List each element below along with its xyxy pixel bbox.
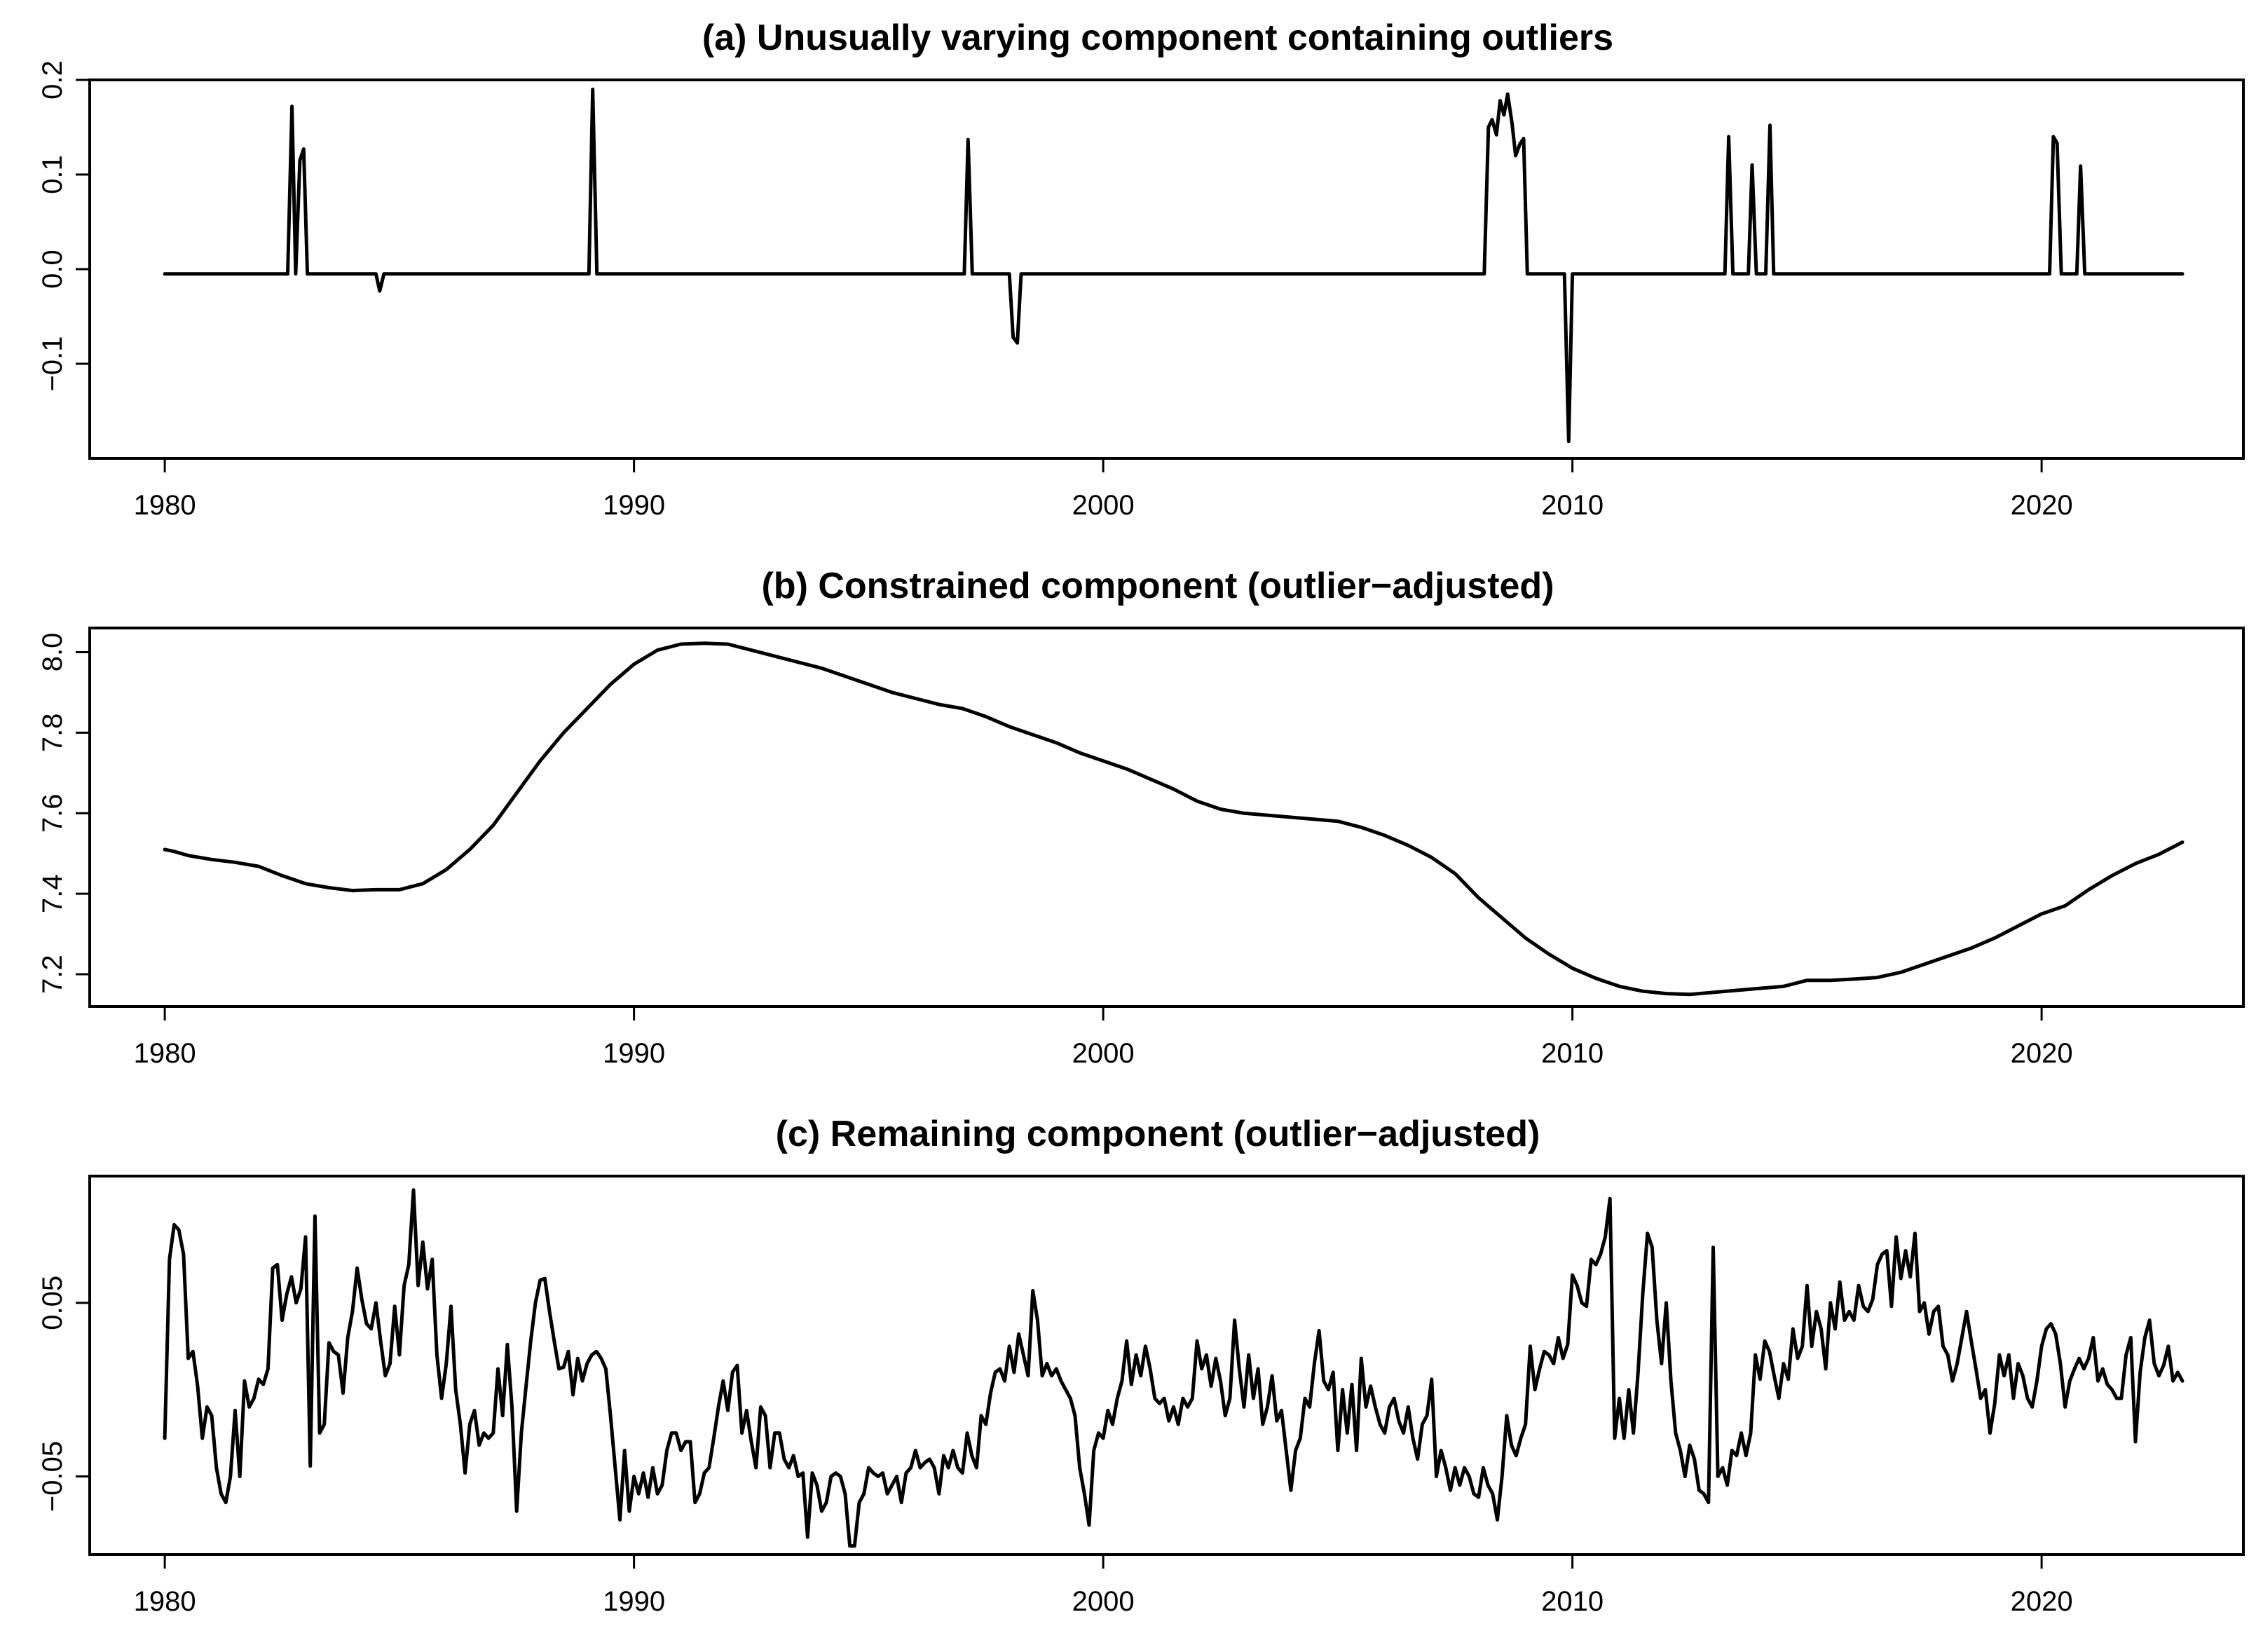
x-tick-label: 2020 xyxy=(2011,1038,2073,1069)
y-tick-label: 0.2 xyxy=(37,60,68,100)
panel-a-title: (a) Unusually varying component containi… xyxy=(702,18,1613,58)
y-tick-label: 7.8 xyxy=(37,714,68,753)
panel-b-title: (b) Constrained component (outlier−adjus… xyxy=(761,566,1554,606)
x-tick-label: 1980 xyxy=(134,1586,196,1617)
y-tick-label: 7.2 xyxy=(37,955,68,994)
panel-c-y-axis: −0.05 0.05 xyxy=(37,1276,91,1512)
panel-a-series-line xyxy=(163,88,2185,444)
x-tick-label: 2020 xyxy=(2011,1586,2073,1617)
panel-b: (b) Constrained component (outlier−adjus… xyxy=(37,566,2245,1069)
panel-b-series-line xyxy=(163,641,2185,997)
y-tick-label: 7.6 xyxy=(37,793,68,833)
y-tick-label: 7.4 xyxy=(37,874,68,913)
x-tick-label: 1990 xyxy=(603,490,665,521)
x-tick-label: 2020 xyxy=(2011,490,2073,521)
y-tick-label: −0.05 xyxy=(37,1441,68,1512)
panel-a-y-axis: −0.1 0.0 0.1 0.2 xyxy=(37,60,91,392)
y-tick-label: 8.0 xyxy=(37,633,68,672)
panel-a-x-axis: 1980 1990 2000 2010 2020 xyxy=(134,457,2073,521)
x-tick-label: 2010 xyxy=(1541,1586,1604,1617)
x-tick-label: 2000 xyxy=(1072,1586,1135,1617)
panel-c-series-line xyxy=(163,1188,2185,1548)
x-tick-label: 1990 xyxy=(603,1586,665,1617)
y-tick-label: 0.0 xyxy=(37,250,68,289)
panel-c-x-axis: 1980 1990 2000 2010 2020 xyxy=(134,1553,2073,1617)
x-tick-label: 2010 xyxy=(1541,490,1604,521)
x-tick-label: 2010 xyxy=(1541,1038,1604,1069)
x-tick-label: 2000 xyxy=(1072,490,1135,521)
y-tick-label: 0.1 xyxy=(37,155,68,194)
panel-c: (c) Remaining component (outlier−adjuste… xyxy=(37,1114,2245,1617)
x-tick-label: 1990 xyxy=(603,1038,665,1069)
x-tick-label: 1980 xyxy=(134,490,196,521)
panel-b-x-axis: 1980 1990 2000 2010 2020 xyxy=(134,1005,2073,1069)
panel-c-title: (c) Remaining component (outlier−adjuste… xyxy=(776,1114,1540,1154)
x-tick-label: 1980 xyxy=(134,1038,196,1069)
x-tick-label: 2000 xyxy=(1072,1038,1135,1069)
panel-a: (a) Unusually varying component containi… xyxy=(37,18,2245,521)
y-tick-label: −0.1 xyxy=(37,336,68,392)
panel-b-y-axis: 7.2 7.4 7.6 7.8 8.0 xyxy=(37,633,91,994)
y-tick-label: 0.05 xyxy=(37,1276,68,1330)
